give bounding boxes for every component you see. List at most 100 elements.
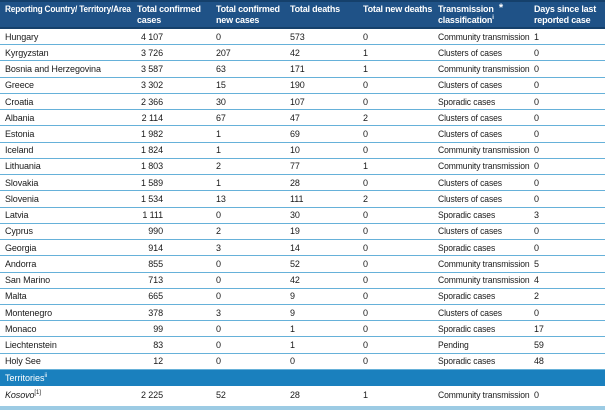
- country-cell: Malta: [0, 291, 135, 301]
- header-country-label: Reporting Country/ Territory/Area: [5, 4, 131, 14]
- country-name: Estonia: [5, 129, 35, 140]
- total-deaths-cell: 30: [290, 210, 300, 221]
- total-cases-cell: 1 803: [140, 161, 163, 172]
- new-cases-cell: 30: [216, 96, 226, 107]
- table-row: Andorra 855 0 52 0 Community transmissio…: [0, 256, 605, 273]
- total-deaths-cell: 42: [290, 47, 300, 58]
- new-cases-cell: 1: [216, 145, 221, 156]
- country-name: Georgia: [5, 242, 37, 253]
- days-since-cell: 0: [534, 80, 539, 91]
- header-transmission-line2: classification: [438, 14, 493, 25]
- country-cell: Albania: [0, 113, 135, 123]
- transmission-value: Clusters of cases: [438, 47, 502, 58]
- total-cases-cell: 378: [148, 307, 163, 318]
- footnote-marker-i: i: [492, 14, 494, 21]
- new-deaths-cell: 0: [363, 291, 368, 302]
- new-deaths-cell: 0: [363, 307, 368, 318]
- days-since-cell: 4: [534, 275, 539, 286]
- country-name: Andorra: [5, 258, 37, 269]
- country-name: Liechtenstein: [5, 340, 57, 351]
- table-row: Cyprus 990 2 19 0 Clusters of cases 0: [0, 224, 605, 241]
- days-since-cell: 0: [534, 193, 539, 204]
- days-since-cell: 0: [534, 242, 539, 253]
- table-row: Kosovo[1] 2 225 52 28 1 Community transm…: [0, 386, 605, 406]
- new-cases-cell: 52: [216, 389, 226, 400]
- new-cases-cell: 0: [216, 356, 221, 367]
- new-cases-cell: 2: [216, 226, 221, 237]
- table-row: Monaco 99 0 1 0 Sporadic cases 17: [0, 321, 605, 338]
- total-deaths-cell: 1: [290, 323, 295, 334]
- total-deaths-cell: 171: [290, 64, 305, 75]
- total-cases-cell: 914: [148, 242, 163, 253]
- transmission-value: Community transmission: [438, 275, 530, 286]
- total-deaths-cell: 10: [290, 145, 300, 156]
- territories-body: Kosovo[1] 2 225 52 28 1 Community transm…: [0, 386, 605, 406]
- transmission-cell: Clusters of cases: [435, 226, 531, 236]
- country-name: Cyprus: [5, 226, 33, 237]
- country-cell: San Marino: [0, 275, 135, 285]
- country-name: Iceland: [5, 145, 34, 156]
- new-cases-cell: 1: [216, 129, 221, 140]
- country-name: Malta: [5, 291, 27, 302]
- transmission-cell: Community transmission: [435, 259, 531, 269]
- transmission-cell: Clusters of cases: [435, 80, 531, 90]
- transmission-value: Community transmission: [438, 389, 530, 400]
- table-row: Bosnia and Herzegovina 3 587 63 171 1 Co…: [0, 61, 605, 78]
- table-row: Malta 665 0 9 0 Sporadic cases 2: [0, 289, 605, 305]
- table-row: Slovakia 1 589 1 28 0 Clusters of cases …: [0, 175, 605, 192]
- header-total-deaths: Total deaths: [290, 4, 340, 14]
- days-since-cell: 0: [534, 389, 539, 400]
- country-name: San Marino: [5, 275, 51, 286]
- country-cell: Lithuania: [0, 161, 135, 171]
- country-cell: Kosovo[1]: [0, 390, 135, 400]
- days-since-cell: 3: [534, 210, 539, 221]
- country-cell: Monaco: [0, 324, 135, 334]
- new-deaths-cell: 0: [363, 258, 368, 269]
- header-total-cases: Total confirmed cases: [137, 4, 201, 25]
- new-cases-cell: 0: [216, 210, 221, 221]
- total-cases-cell: 83: [153, 340, 163, 351]
- total-deaths-cell: 107: [290, 96, 305, 107]
- total-cases-cell: 3 726: [140, 47, 163, 58]
- table-row: Liechtenstein 83 0 1 0 Pending 59: [0, 337, 605, 354]
- days-since-cell: 0: [534, 226, 539, 237]
- table-row: Montenegro 378 3 9 0 Clusters of cases 0: [0, 305, 605, 322]
- transmission-cell: Community transmission: [435, 64, 531, 74]
- new-cases-cell: 3: [216, 307, 221, 318]
- header-new-deaths: Total new deaths: [363, 4, 433, 14]
- total-cases-cell: 2 114: [141, 112, 163, 123]
- total-cases-cell: 665: [148, 291, 163, 302]
- country-cell: Liechtenstein: [0, 340, 135, 350]
- transmission-value: Clusters of cases: [438, 193, 502, 204]
- total-deaths-cell: 0: [290, 356, 295, 367]
- total-deaths-cell: 47: [290, 112, 300, 123]
- days-since-cell: 5: [534, 258, 539, 269]
- transmission-cell: Community transmission: [435, 161, 531, 171]
- new-cases-cell: 2: [216, 161, 221, 172]
- transmission-cell: Clusters of cases: [435, 178, 531, 188]
- days-since-cell: 0: [534, 112, 539, 123]
- total-deaths-cell: 42: [290, 275, 300, 286]
- total-cases-cell: 1 534: [140, 193, 163, 204]
- country-cell: Bosnia and Herzegovina: [0, 64, 135, 74]
- new-deaths-cell: 0: [363, 323, 368, 334]
- total-cases-cell: 2 366: [140, 96, 163, 107]
- new-cases-cell: 13: [216, 193, 226, 204]
- new-cases-cell: 0: [216, 340, 221, 351]
- country-name: Slovenia: [5, 193, 39, 204]
- new-deaths-cell: 0: [363, 226, 368, 237]
- new-deaths-cell: 1: [363, 161, 368, 172]
- table-row: Estonia 1 982 1 69 0 Clusters of cases 0: [0, 126, 605, 143]
- table-row: Latvia 1 111 0 30 0 Sporadic cases 3: [0, 208, 605, 224]
- table-row: Albania 2 114 67 47 2 Clusters of cases …: [0, 110, 605, 127]
- new-cases-cell: 15: [216, 80, 226, 91]
- new-cases-cell: 0: [216, 323, 221, 334]
- new-deaths-cell: 0: [363, 145, 368, 156]
- asterisk-marker: *: [498, 2, 503, 14]
- country-name: Latvia: [5, 210, 29, 221]
- new-cases-cell: 0: [216, 291, 221, 302]
- transmission-cell: Community transmission: [435, 32, 531, 42]
- table-row: Kyrgyzstan 3 726 207 42 1 Clusters of ca…: [0, 45, 605, 62]
- days-since-cell: 0: [534, 177, 539, 188]
